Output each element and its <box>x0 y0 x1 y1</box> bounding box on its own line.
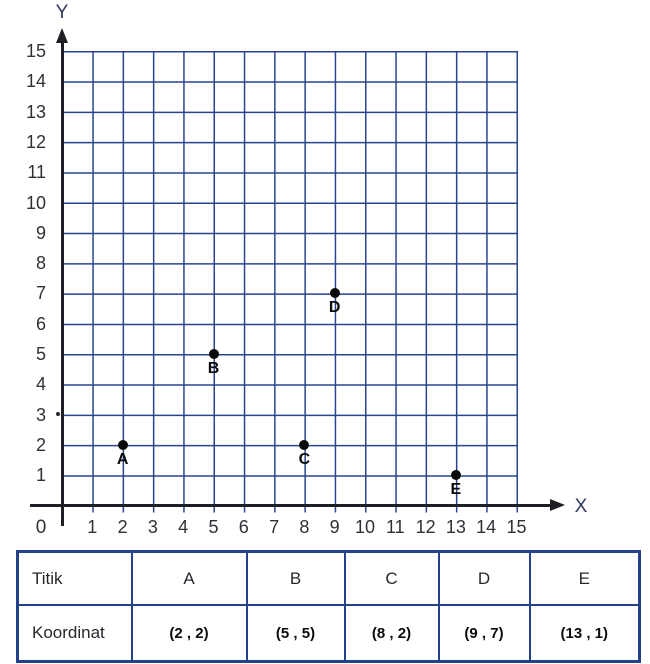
table-coordinate-a: (2 , 2) <box>130 604 248 663</box>
y-tick-label-8: 8 <box>35 253 46 274</box>
grid <box>62 51 518 513</box>
table-coordinate-b: (5 , 5) <box>245 604 346 663</box>
x-tick-label-3: 3 <box>147 517 158 537</box>
y-tick-label-3: 3 <box>35 404 46 425</box>
x-tick-label-14: 14 <box>476 517 497 537</box>
point-label-e: E <box>450 481 462 499</box>
table-point-name-a: A <box>130 550 248 606</box>
y-tick-label-6: 6 <box>35 313 46 334</box>
y-tick-label-14: 14 <box>25 71 46 92</box>
table-point-name-e: E <box>528 550 641 606</box>
x-axis-arrow-icon <box>550 499 565 511</box>
y-tick-label-9: 9 <box>35 222 46 243</box>
y-tick-label-11: 11 <box>27 162 46 183</box>
y-axis-arrow-icon <box>56 28 68 43</box>
x-tick-label-15: 15 <box>506 517 527 537</box>
table-point-name-d: D <box>437 550 531 606</box>
point-a <box>117 439 128 450</box>
x-tick-label-5: 5 <box>208 517 219 537</box>
point-label-b: B <box>207 360 220 377</box>
point-e <box>450 470 461 481</box>
y-tick-label-2: 2 <box>35 434 46 455</box>
table-coordinate-e: (13 , 1) <box>528 604 641 663</box>
y3-tick-mark <box>56 412 60 416</box>
x-tick-label-4: 4 <box>178 517 189 537</box>
point-d <box>329 288 340 299</box>
table-point-name-c: C <box>343 550 440 606</box>
x-tick-label-8: 8 <box>299 517 310 537</box>
table-row-koordinat: Koordinat (2 , 2) (5 , 5) (8 , 2) (9 , 7… <box>16 604 641 663</box>
y-tick-label-5: 5 <box>35 344 46 364</box>
x-tick-label-7: 7 <box>269 517 280 537</box>
x-tick-label-1: 1 <box>87 517 98 537</box>
y-axis <box>61 38 64 526</box>
x-tick-label-9: 9 <box>329 517 340 537</box>
y-tick-label-12: 12 <box>25 131 46 152</box>
x-tick-label-10: 10 <box>354 517 376 537</box>
point-label-d: D <box>328 299 341 317</box>
y-tick-label-7: 7 <box>35 283 46 304</box>
y-tick-label-15: 15 <box>25 41 46 61</box>
x-tick-label-12: 12 <box>415 517 436 537</box>
point-b <box>208 349 219 359</box>
y-tick-label-13: 13 <box>25 101 46 122</box>
x-axis-label: X <box>574 496 588 517</box>
x-tick-label-13: 13 <box>445 517 466 537</box>
table-header-koordinat: Koordinat <box>16 604 133 663</box>
table-header-titik: Titik <box>16 550 133 606</box>
y-tick-label-10: 10 <box>25 192 46 213</box>
y-tick-label-1: 1 <box>35 465 46 486</box>
table-point-name-b: B <box>245 550 346 606</box>
origin-label: 0 <box>35 517 47 538</box>
point-c <box>299 439 310 450</box>
x-tick-label-2: 2 <box>117 517 128 537</box>
x-tick-label-6: 6 <box>238 517 249 537</box>
coordinate-table: Titik A B C D E Koordinat (2 , 2) (5 , 5… <box>16 550 641 663</box>
table-row-titik: Titik A B C D E <box>16 550 641 606</box>
y-axis-label: Y <box>55 2 69 23</box>
y-tick-label-4: 4 <box>35 374 46 395</box>
x-tick-label-11: 11 <box>385 517 405 537</box>
x-axis <box>30 504 551 507</box>
point-label-a: A <box>116 450 129 468</box>
table-coordinate-d: (9 , 7) <box>437 604 531 663</box>
table-coordinate-c: (8 , 2) <box>343 604 440 663</box>
point-label-c: C <box>298 450 311 468</box>
